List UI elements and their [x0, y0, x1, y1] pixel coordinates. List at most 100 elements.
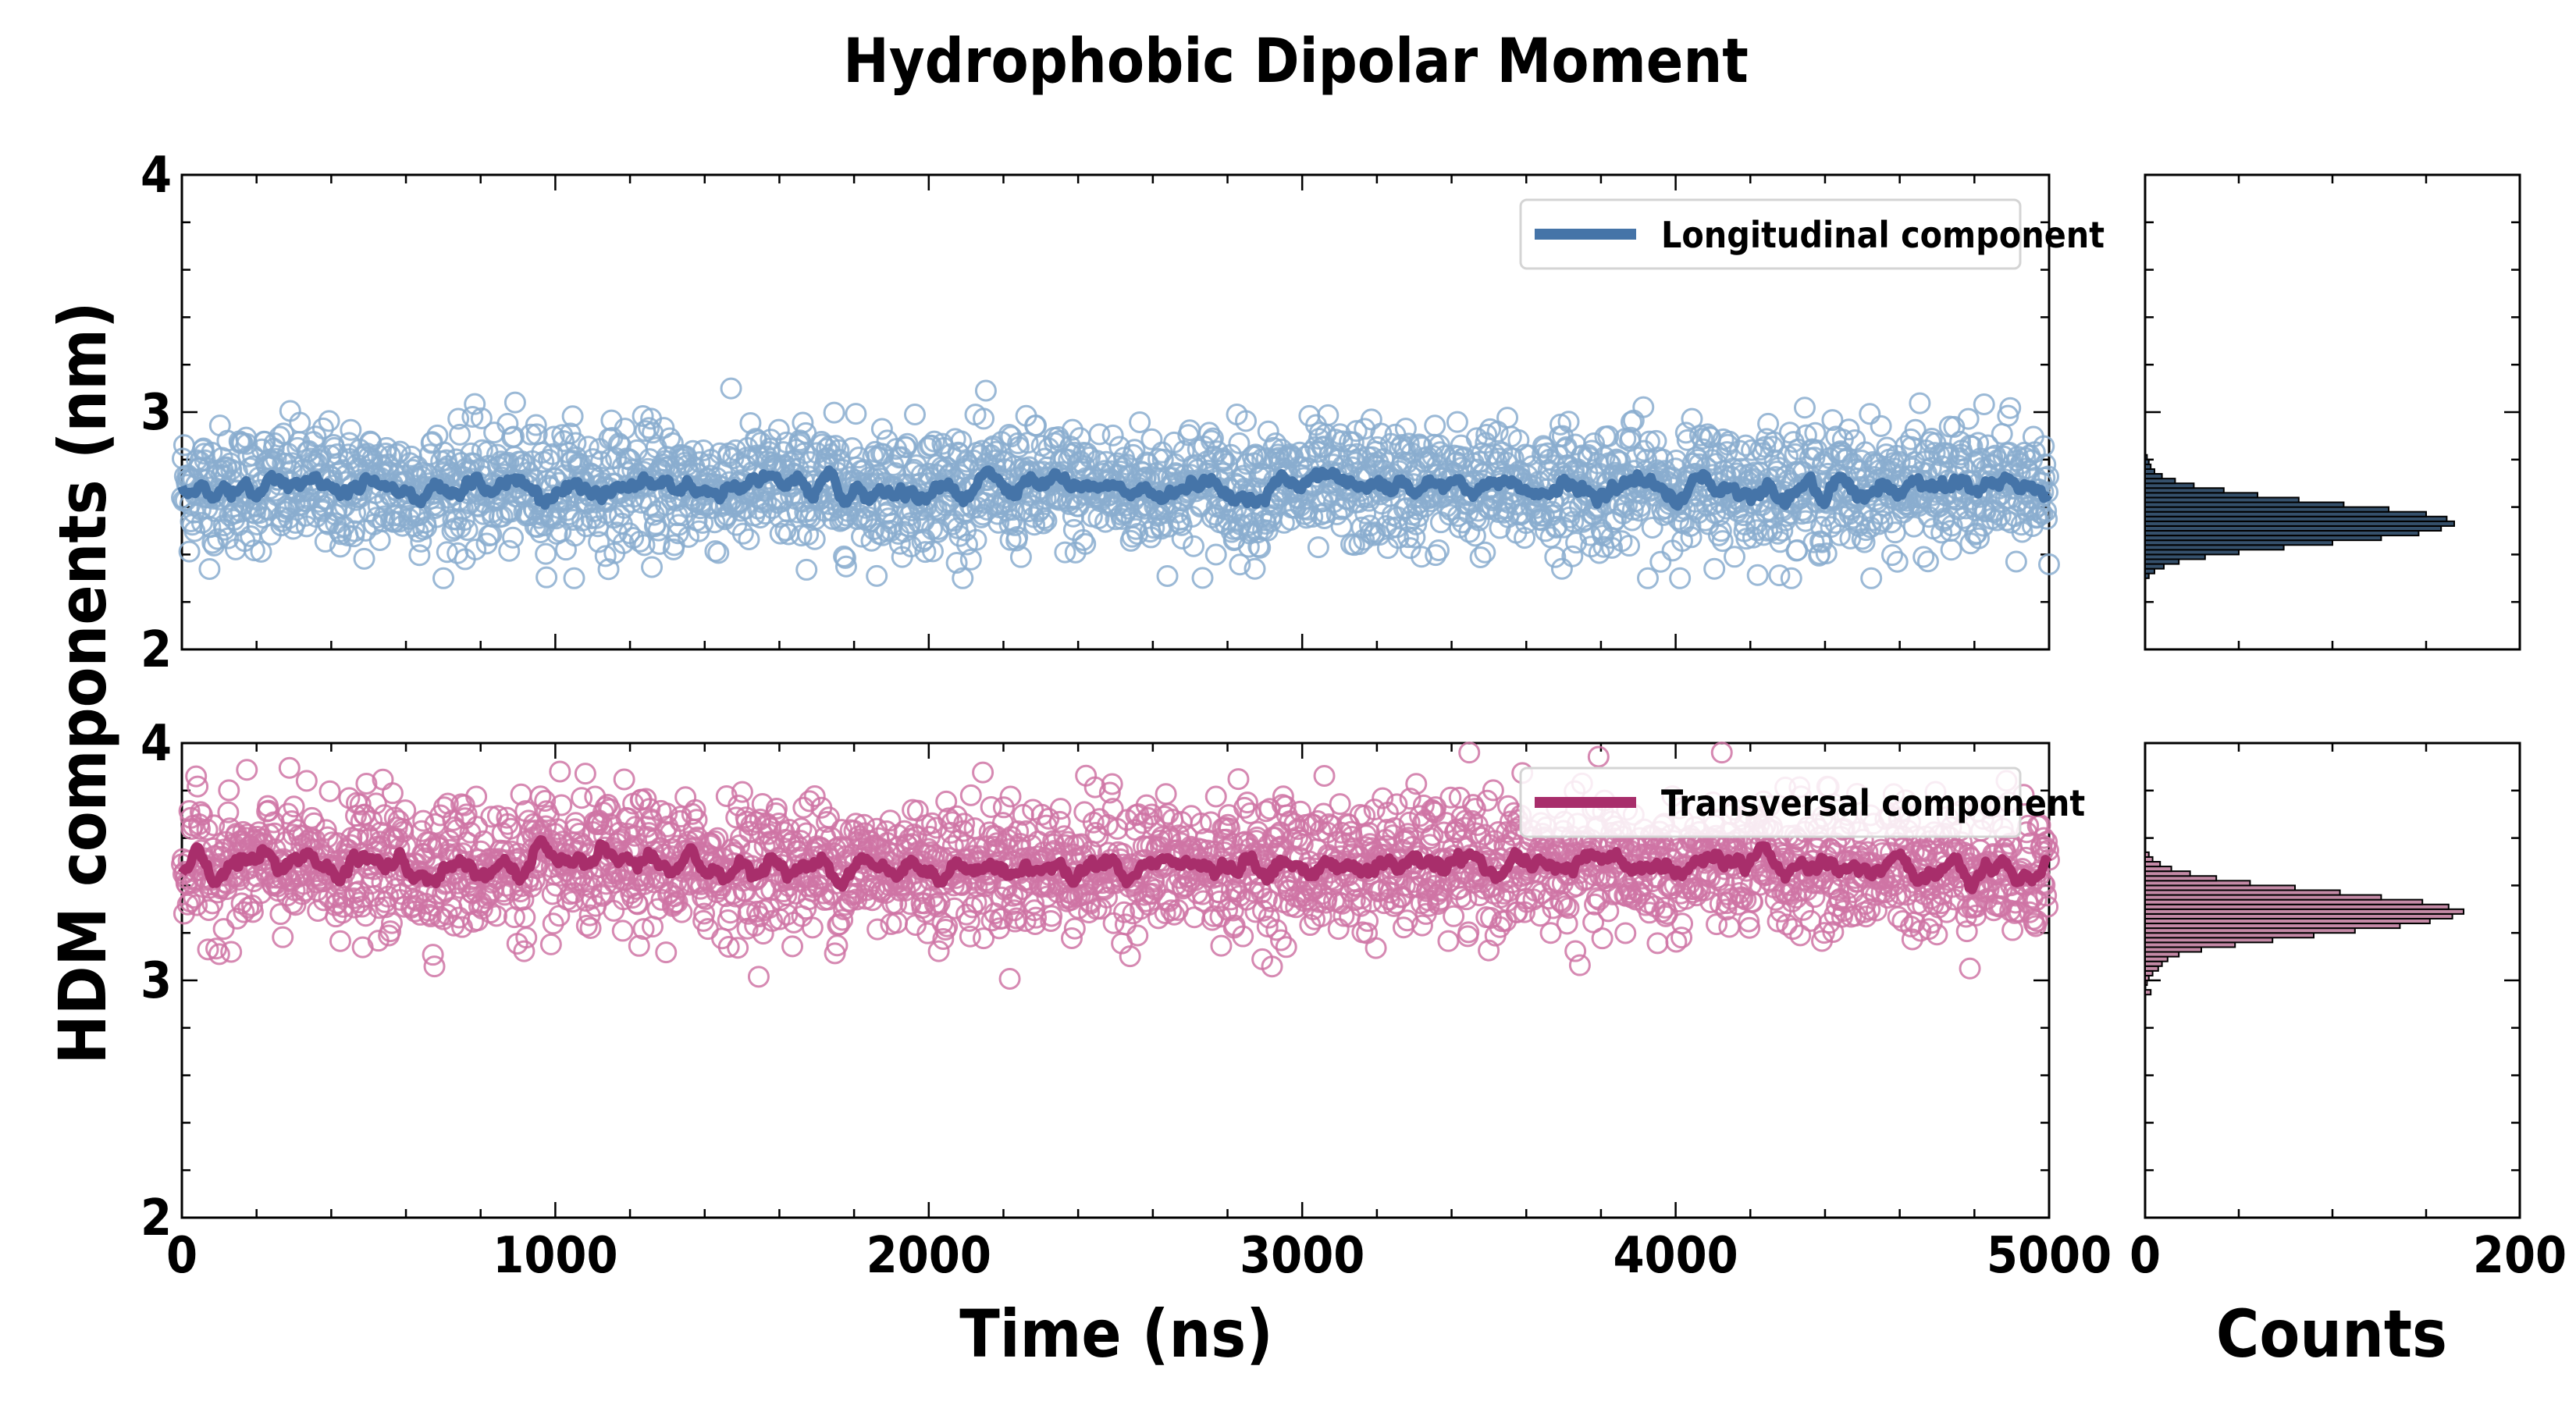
- data-point: [1909, 392, 1931, 414]
- data-point: [1641, 517, 1663, 539]
- data-point: [212, 918, 235, 941]
- data-point: [1568, 954, 1591, 976]
- data-point: [1458, 742, 1481, 764]
- data-point: [1329, 793, 1351, 816]
- data-point: [1636, 567, 1659, 589]
- data-point: [1496, 407, 1519, 429]
- data-point: [554, 539, 577, 561]
- data-point: [1227, 768, 1250, 791]
- data-point: [1317, 404, 1340, 426]
- data-point: [562, 508, 585, 531]
- data-point: [563, 567, 585, 589]
- histogram-bar: [2144, 454, 2148, 461]
- data-point: [318, 780, 341, 802]
- data-point: [539, 933, 562, 955]
- data-point: [767, 418, 790, 441]
- data-point: [483, 422, 506, 444]
- data-point: [611, 919, 634, 942]
- data-point: [754, 503, 777, 525]
- top-scatter-panel: Longitudinal component: [171, 173, 2105, 651]
- legend: Longitudinal component: [1519, 198, 2105, 270]
- data-point: [461, 405, 484, 428]
- data-point: [1646, 932, 1669, 955]
- data-point: [1587, 745, 1610, 768]
- data-point: [1204, 543, 1227, 566]
- data-point: [1437, 930, 1460, 952]
- data-point: [1665, 930, 1688, 953]
- data-point: [326, 443, 349, 465]
- data-point: [648, 532, 671, 555]
- data-point: [1114, 913, 1137, 936]
- hist-x-axis-label: Counts: [2216, 1296, 2447, 1372]
- data-point: [470, 407, 493, 429]
- data-point: [1724, 546, 1746, 568]
- data-point: [707, 542, 730, 564]
- data-point: [432, 567, 455, 589]
- data-point: [408, 544, 431, 567]
- data-point: [1912, 546, 1935, 568]
- data-point: [269, 903, 292, 926]
- data-point: [1446, 411, 1468, 433]
- data-point: [1870, 414, 1892, 437]
- data-point: [1191, 567, 1214, 589]
- data-point: [1768, 564, 1791, 587]
- data-point: [447, 407, 470, 430]
- data-point: [769, 522, 792, 545]
- data-point: [353, 547, 375, 570]
- data-point: [423, 955, 446, 978]
- data-point: [1710, 742, 1733, 764]
- data-point: [866, 564, 888, 587]
- data-point: [655, 941, 678, 964]
- data-point: [541, 443, 564, 465]
- data-point: [722, 447, 745, 470]
- data-point: [972, 761, 994, 784]
- data-point: [503, 391, 526, 414]
- data-point: [1614, 922, 1637, 944]
- data-point: [1129, 411, 1151, 433]
- data-point: [272, 926, 294, 948]
- data-point: [574, 763, 596, 785]
- data-point: [738, 528, 760, 551]
- data-point: [795, 558, 818, 581]
- data-point: [903, 403, 926, 425]
- data-point: [823, 401, 845, 424]
- data-point: [1591, 927, 1614, 950]
- data-point: [1703, 557, 1726, 580]
- data-point: [498, 539, 521, 562]
- data-point: [1049, 798, 1072, 820]
- data-point: [1313, 764, 1336, 787]
- data-point: [278, 756, 301, 779]
- data-point: [1991, 422, 2013, 445]
- data-point: [1886, 550, 1909, 573]
- data-point: [927, 940, 950, 962]
- data-point: [1973, 393, 1995, 415]
- data-point: [1671, 912, 1694, 935]
- data-point: [792, 411, 814, 434]
- data-point: [329, 535, 351, 558]
- data-point: [1424, 414, 1446, 437]
- data-point: [866, 918, 889, 941]
- data-point: [659, 427, 681, 450]
- data-point: [381, 782, 404, 805]
- data-point: [1156, 565, 1179, 588]
- data-point: [1140, 428, 1163, 450]
- data-point: [1780, 567, 1802, 589]
- data-point: [1327, 918, 1350, 941]
- data-point: [781, 935, 804, 958]
- data-point: [535, 542, 557, 565]
- data-point: [998, 968, 1021, 991]
- data-point: [845, 403, 867, 425]
- x-axis-label: Time (ns): [959, 1296, 1273, 1372]
- y-axis-label: HDM components (nm): [44, 302, 121, 1065]
- data-point: [1649, 550, 1672, 573]
- data-point: [681, 439, 704, 462]
- data-point: [531, 441, 553, 464]
- data-point: [1564, 940, 1587, 962]
- data-point: [1364, 937, 1387, 959]
- data-point: [577, 436, 600, 458]
- data-point: [543, 425, 565, 448]
- data-point: [1210, 934, 1233, 957]
- data-point: [2034, 453, 2057, 475]
- data-point: [480, 524, 503, 546]
- data-point: [1706, 913, 1728, 936]
